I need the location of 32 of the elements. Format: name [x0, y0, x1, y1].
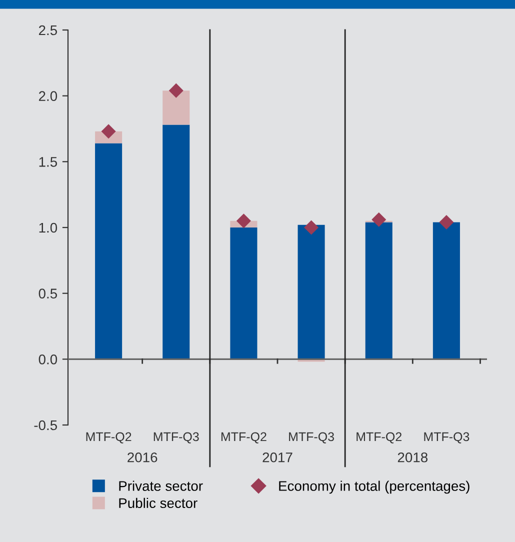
text: 2017	[262, 452, 292, 462]
point	[236, 214, 251, 228]
point	[168, 83, 184, 98]
y-tick-label: 0.5	[38, 288, 58, 299]
point	[439, 214, 454, 230]
bar	[365, 222, 392, 360]
x-tick-label: MTF-Q3	[289, 432, 334, 444]
x-tick-label: MTF-Q3	[154, 432, 199, 444]
legend-label: Public sector	[119, 498, 198, 508]
x-tick-label: MTF-Q3	[424, 432, 470, 444]
text: 2016	[128, 452, 158, 462]
bar	[162, 124, 190, 360]
x-tick-label: MTF-Q2	[221, 432, 266, 444]
bar	[298, 224, 325, 360]
point	[304, 220, 319, 235]
y-tick-label: -0.5	[34, 420, 58, 430]
y-tick-label: 2.5	[38, 25, 58, 36]
legend-label: Economy in total (percentages)	[279, 480, 470, 494]
y-tick-label: 1.5	[39, 157, 58, 167]
point	[372, 212, 386, 227]
bar	[95, 143, 122, 360]
point	[101, 124, 116, 139]
x-tick-label: MTF-Q2	[356, 432, 402, 444]
bar	[162, 90, 190, 125]
x-tick-label: MTF-Q2	[86, 432, 132, 444]
bar	[432, 222, 460, 360]
text: 2018	[398, 452, 428, 462]
y-tick-label: 0.0	[38, 354, 58, 364]
bar	[230, 228, 258, 360]
y-tick-label: 1.0	[39, 222, 58, 233]
y-tick-label: 2.0	[38, 91, 58, 102]
legend-label: Private sector	[119, 480, 203, 491]
